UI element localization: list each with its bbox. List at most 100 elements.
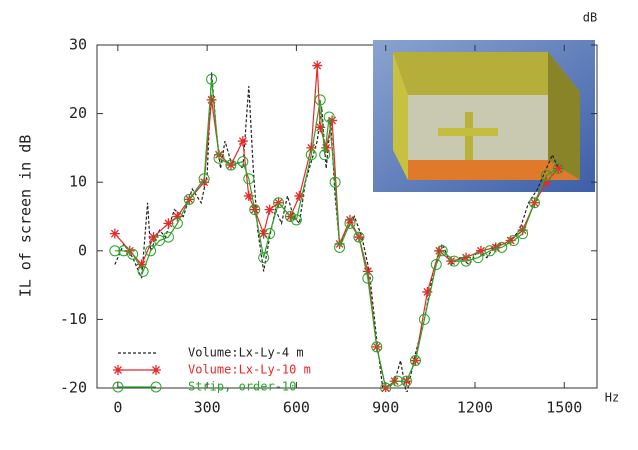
point-marker — [109, 245, 121, 257]
plot-frame — [96, 44, 598, 389]
point-marker — [148, 232, 159, 243]
y-tick-label: 10 — [69, 173, 87, 191]
point-marker — [258, 228, 269, 239]
point-marker — [490, 242, 501, 253]
y-unit: dB — [583, 11, 597, 25]
point-marker — [380, 382, 392, 392]
x-tick-label: 600 — [283, 399, 310, 417]
point-marker — [319, 149, 331, 161]
point-marker — [306, 142, 317, 153]
point-marker — [151, 365, 161, 375]
point-marker — [162, 231, 174, 243]
point-marker — [418, 313, 430, 325]
point-marker — [264, 204, 275, 215]
point-marker — [150, 381, 162, 393]
point-marker — [284, 211, 296, 222]
legend-label: Volume:Lx-Ly-10 m — [188, 363, 311, 377]
point-marker — [323, 111, 335, 123]
legend-label: Strip, order-10 — [188, 380, 296, 394]
point-marker — [172, 211, 183, 222]
point-marker — [171, 217, 183, 229]
point-marker — [344, 217, 356, 229]
y-tick-label: -20 — [60, 379, 87, 397]
point-marker — [517, 228, 529, 240]
point-marker — [243, 173, 255, 185]
point-marker — [264, 228, 276, 240]
point-marker — [389, 376, 400, 387]
point-marker — [237, 136, 248, 147]
x-tick-label: 900 — [372, 399, 399, 417]
point-marker — [409, 355, 421, 367]
point-marker — [225, 159, 237, 171]
point-marker — [448, 255, 460, 267]
point-marker — [321, 142, 332, 153]
point-marker — [249, 204, 261, 216]
x-tick-label: 1500 — [546, 399, 582, 417]
point-marker — [401, 375, 413, 387]
point-marker — [206, 73, 218, 85]
point-marker — [127, 248, 139, 260]
legend-label: Volume:Lx-Ly-4 m — [188, 346, 304, 360]
point-marker — [553, 163, 564, 174]
legend: Volume:Lx-Ly-4 m Volume:Lx-Ly-10 m Strip, … — [112, 346, 311, 394]
y-tick-label: 30 — [69, 36, 87, 54]
point-marker — [529, 197, 540, 209]
x-unit: Hz — [605, 391, 619, 405]
point-marker — [145, 245, 157, 257]
point-marker — [434, 245, 445, 256]
point-marker — [163, 218, 174, 229]
point-marker — [362, 266, 373, 277]
y-axis-label: IL of screen in dB — [17, 135, 35, 298]
point-marker — [517, 225, 528, 236]
point-marker — [422, 286, 433, 297]
point-marker — [314, 94, 326, 106]
point-marker — [290, 214, 302, 226]
series-line — [114, 79, 559, 389]
point-marker — [508, 235, 520, 247]
point-marker — [505, 235, 516, 246]
point-marker — [430, 259, 442, 271]
point-marker — [472, 252, 484, 264]
point-marker — [183, 193, 195, 205]
point-marker — [446, 256, 457, 267]
point-marker — [552, 162, 564, 174]
point-marker — [294, 190, 305, 201]
point-marker — [213, 152, 225, 164]
point-marker — [334, 241, 346, 253]
point-marker — [198, 173, 210, 185]
point-marker — [392, 375, 404, 387]
x-tick-label: 1200 — [457, 399, 493, 417]
point-marker — [484, 245, 496, 257]
point-marker — [461, 252, 472, 263]
point-marker — [243, 190, 254, 201]
y-tick-label: 0 — [78, 241, 87, 259]
point-marker — [109, 228, 120, 239]
point-marker — [496, 241, 508, 253]
point-marker — [329, 176, 341, 188]
point-marker — [540, 169, 552, 181]
y-tick-label: -10 — [60, 310, 87, 328]
x-tick-label: 0 — [113, 399, 122, 417]
point-marker — [206, 94, 217, 105]
y-tick-label: 20 — [69, 104, 87, 122]
point-marker — [460, 255, 472, 267]
point-marker — [113, 365, 123, 375]
point-marker — [541, 177, 552, 188]
point-marker — [312, 60, 323, 71]
point-marker — [258, 252, 270, 264]
point-marker — [362, 272, 374, 284]
point-marker — [305, 149, 317, 161]
plot-area — [109, 60, 564, 392]
point-marker — [436, 245, 448, 257]
point-marker — [136, 259, 147, 270]
point-marker — [475, 245, 486, 256]
point-marker — [315, 122, 326, 133]
point-marker — [353, 231, 365, 243]
point-marker — [344, 214, 355, 225]
point-marker — [237, 156, 249, 168]
point-marker — [273, 197, 285, 209]
point-marker — [137, 265, 149, 277]
x-tick-label: 300 — [194, 399, 221, 417]
point-marker — [199, 177, 210, 188]
point-marker — [371, 341, 383, 353]
